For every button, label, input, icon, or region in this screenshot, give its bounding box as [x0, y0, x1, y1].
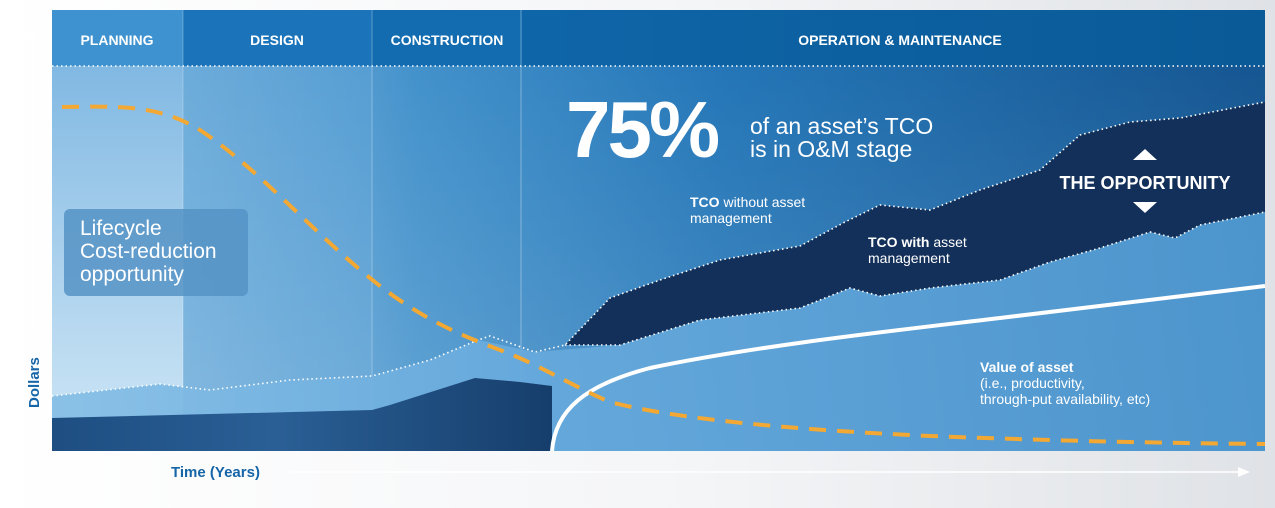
tco-with-area: [52, 212, 1265, 451]
headline-percent: 75%: [566, 85, 719, 174]
tco-with-line: [565, 211, 1266, 346]
cost-reduction-curve: [61, 104, 1266, 446]
y-axis-label: Dollars: [26, 357, 43, 408]
opportunity-label: THE OPPORTUNITY: [1059, 173, 1230, 193]
headline-line-2: is in O&M stage: [750, 136, 912, 162]
value-of-asset-line-3: through-put availability, etc): [980, 391, 1150, 407]
headline-line-1: of an asset’s TCO: [750, 113, 933, 139]
x-axis-arrow-icon: [1238, 467, 1250, 477]
phase-label-planning: PLANNING: [80, 32, 153, 48]
tco-without-label-2: management: [690, 210, 772, 226]
tco-without-label-1: TCO without asset: [690, 194, 805, 210]
phase-label-construction: CONSTRUCTION: [391, 32, 504, 48]
lifecycle-text-1: Lifecycle: [80, 217, 162, 240]
x-axis-label: Time (Years): [171, 464, 260, 481]
capital-cost-area: [52, 378, 552, 451]
value-of-asset-title: Value of asset: [980, 359, 1074, 375]
arrow-up-icon: [1133, 149, 1157, 160]
tco-with-label-2: management: [868, 250, 950, 266]
phase-label-design: DESIGN: [250, 32, 304, 48]
value-of-asset-line-2: (i.e., productivity,: [980, 375, 1085, 391]
arrow-down-icon: [1133, 202, 1157, 213]
value-of-asset-curve: [550, 284, 1266, 452]
lifecycle-text-3: opportunity: [80, 263, 184, 286]
tco-with-label-1: TCO with asset: [868, 234, 967, 250]
lifecycle-text-2: Cost-reduction: [80, 240, 217, 263]
y-axis-arrow-icon: [28, 28, 38, 40]
opportunity-area: [565, 102, 1265, 345]
lifecycle-box: [64, 209, 248, 296]
tco-without-line: [51, 101, 1266, 397]
phase-label-operation: OPERATION & MAINTENANCE: [798, 32, 1002, 48]
